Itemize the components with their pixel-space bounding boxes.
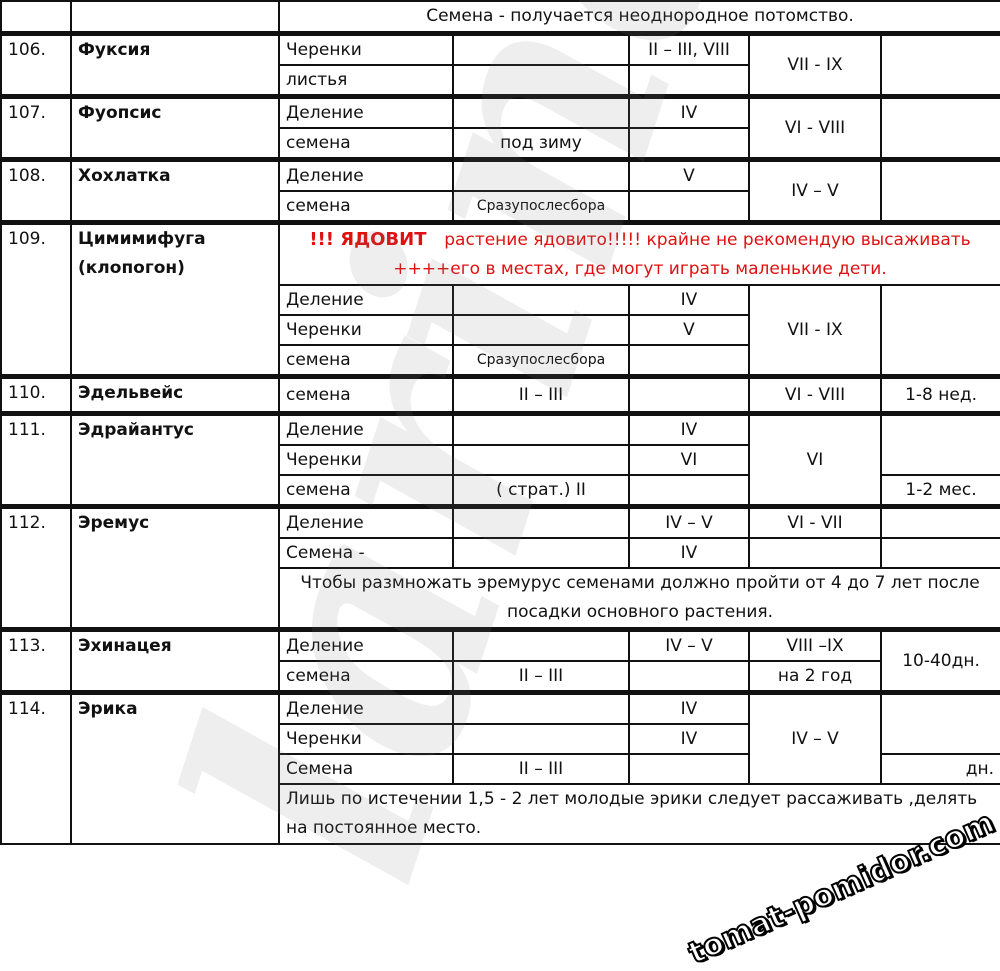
period: IV: [628, 94, 750, 129]
period: V: [628, 314, 750, 346]
bloom-period: на 2 год: [748, 660, 882, 694]
bloom-period: VI: [748, 411, 882, 508]
table-row: 109. Цимимифуга (клопогон) !!! ЯДОВИТ ра…: [0, 220, 1000, 378]
period: IV – V: [628, 504, 750, 539]
method: семена: [278, 190, 454, 224]
row-number: 114.: [0, 690, 72, 845]
plant-name: Эрика: [70, 690, 280, 845]
row-number: 111.: [0, 411, 72, 508]
plant-name: Цимимифуга (клопогон): [70, 220, 280, 378]
period: VI: [628, 444, 750, 476]
bloom-period: VI - VIII: [748, 374, 882, 415]
period: IV: [628, 411, 750, 446]
method: семена: [278, 474, 454, 508]
period: IV: [628, 537, 750, 569]
method: Деление: [278, 690, 454, 725]
sowing-time: под зиму: [452, 127, 630, 161]
row-number: 109.: [0, 220, 72, 378]
sowing-time: II – III: [452, 374, 630, 415]
bloom-period: VII - IX: [748, 31, 882, 98]
table-row: 110. Эдельвейс семена II – III VI - VIII…: [0, 374, 1000, 415]
method: Деление: [278, 94, 454, 129]
sowing-time: II – III: [452, 753, 630, 785]
table-row: 113. Эхинацея Деление IV – V VIII –IX 10…: [0, 627, 1000, 694]
bloom-period: VI - VII: [748, 504, 882, 539]
header-row: Семена - получается неоднородное потомст…: [0, 0, 1000, 35]
row-number: 110.: [0, 374, 72, 415]
method: Семена: [278, 753, 454, 785]
period: IV – V: [628, 627, 750, 662]
bloom-period: VIII –IX: [748, 627, 882, 662]
period: V: [628, 157, 750, 192]
period: IV: [628, 690, 750, 725]
row-number: 108.: [0, 157, 72, 224]
header-note: Семена - получается неоднородное потомст…: [277, 0, 1000, 35]
method: Семена -: [278, 537, 454, 569]
row-number: 113.: [0, 627, 72, 694]
method: семена: [278, 344, 454, 378]
germination-time: 1-8 нед.: [879, 374, 1000, 415]
germination-time: 10-40дн.: [879, 627, 1000, 694]
plant-name: Эремус: [70, 504, 280, 631]
sowing-time: II – III: [452, 660, 630, 694]
row-number: 107.: [0, 94, 72, 161]
method: Черенки: [278, 444, 454, 476]
plant-name: Фуопсис: [70, 94, 280, 161]
period: II – III, VIII: [628, 31, 750, 66]
method: семена: [278, 127, 454, 161]
row-note: Лишь по истечении 1,5 - 2 лет молодые эр…: [277, 783, 1000, 845]
germination-time: 1-2 мес.: [879, 474, 1000, 508]
plant-name: Эдрайантус: [70, 411, 280, 508]
table-row: 106. Фуксия Черенки II – III, VIII VII -…: [0, 31, 1000, 98]
method: Деление: [278, 504, 454, 539]
plant-name: Эдельвейс: [70, 374, 280, 415]
bloom-period: IV – V: [748, 157, 882, 224]
method: Деление: [278, 411, 454, 446]
table-row: 114. Эрика Деление IV IV – V: [0, 690, 1000, 845]
method: Деление: [278, 284, 454, 316]
sowing-time: Сразупослесбора: [452, 344, 630, 378]
method: Деление: [278, 627, 454, 662]
row-note: Чтобы размножать эремурус семенами должн…: [277, 567, 1000, 631]
table-row: 112. Эремус Деление IV – V VI - VII: [0, 504, 1000, 631]
plant-name: Фуксия: [70, 31, 280, 98]
method: Деление: [278, 157, 454, 192]
period: IV: [628, 723, 750, 755]
poison-warning: !!! ЯДОВИТ растение ядовито!!!!! крайне …: [277, 220, 1000, 286]
method: Черенки: [278, 723, 454, 755]
method: семена: [278, 660, 454, 694]
sowing-time: ( страт.) II: [452, 474, 630, 508]
bloom-period: IV – V: [748, 690, 882, 785]
row-number: 106.: [0, 31, 72, 98]
method: семена: [278, 374, 454, 415]
table-row: 111. Эдрайантус Деление IV VI: [0, 411, 1000, 508]
plant-propagation-table: Семена - получается неоднородное потомст…: [0, 0, 1000, 845]
warning-label: !!! ЯДОВИТ: [309, 229, 427, 250]
plant-name: Хохлатка: [70, 157, 280, 224]
table-row: 107. Фуопсис Деление IV VI - VIII: [0, 94, 1000, 161]
row-number: 112.: [0, 504, 72, 631]
germination-time: дн.: [879, 753, 1000, 785]
plant-name: Эхинацея: [70, 627, 280, 694]
sowing-time: Сразупослесбора: [452, 190, 630, 224]
table-row: 108. Хохлатка Деление V IV – V: [0, 157, 1000, 224]
warning-text: растение ядовито!!!!! крайне не рекоменд…: [393, 230, 971, 279]
method: листья: [278, 64, 454, 98]
method: Черенки: [278, 314, 454, 346]
bloom-period: VII - IX: [748, 284, 882, 378]
method: Черенки: [278, 31, 454, 66]
bloom-period: VI - VIII: [748, 94, 882, 161]
period: IV: [628, 284, 750, 316]
